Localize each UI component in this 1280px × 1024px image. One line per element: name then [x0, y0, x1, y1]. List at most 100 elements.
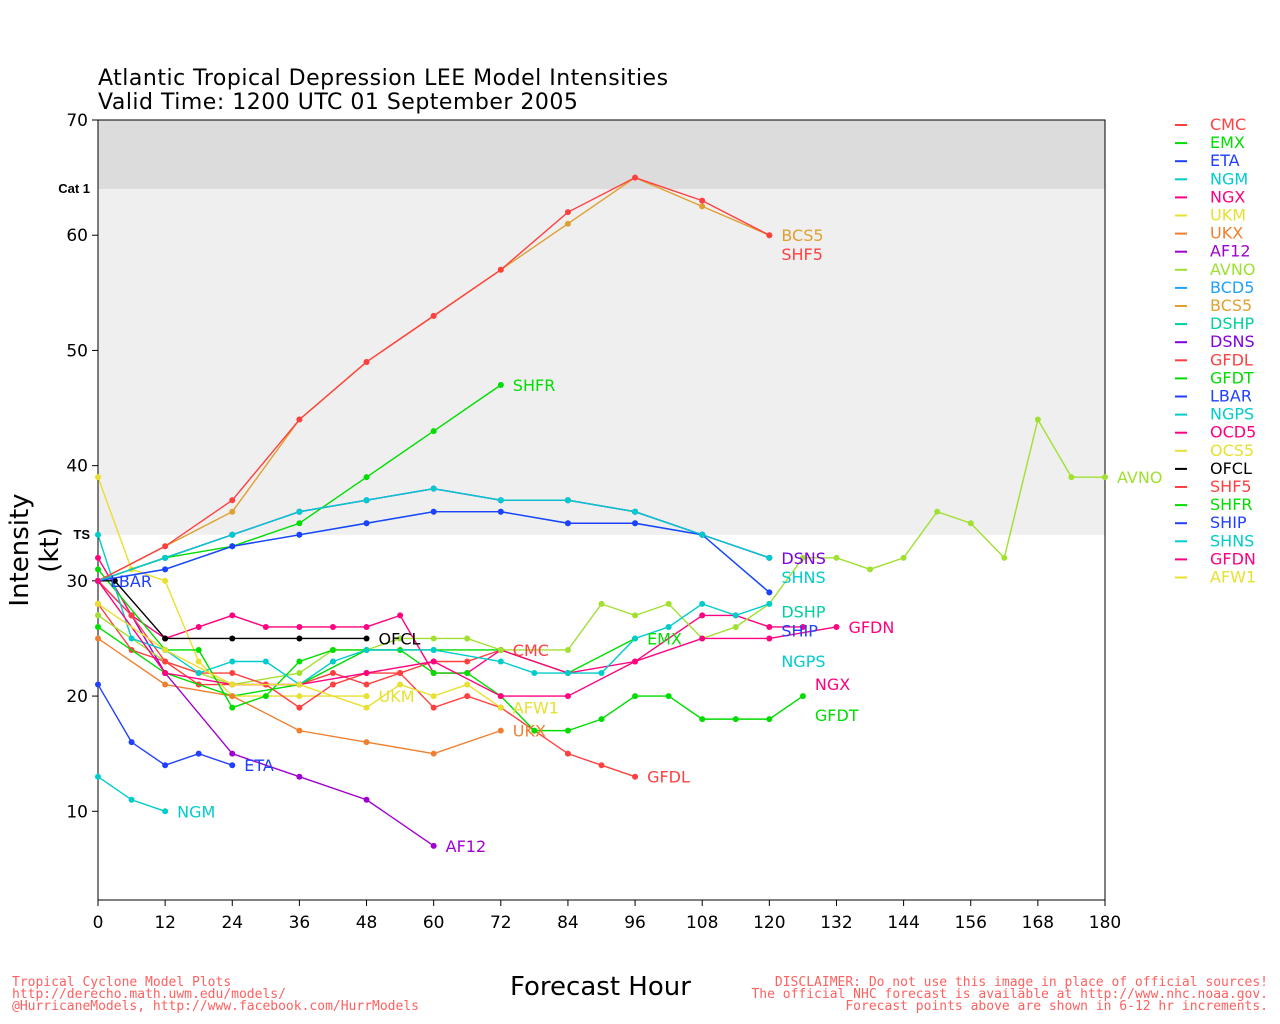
data-point-ngps: [430, 646, 437, 653]
data-point-shns: [430, 485, 437, 492]
data-point-gfdt: [564, 727, 571, 734]
data-point-ngps: [531, 670, 538, 677]
data-point-ngm: [128, 796, 135, 803]
data-point-afw1: [296, 681, 303, 688]
series-end-label: DSNS: [781, 549, 826, 568]
data-point-avno: [430, 635, 437, 642]
disclaimer-line: Forecast points above are shown in 6-12 …: [845, 999, 1268, 1014]
legend-entry: AF12: [1210, 242, 1251, 261]
data-point-shf5: [296, 416, 303, 423]
data-point-avno: [867, 566, 874, 573]
data-point-gfdn: [632, 658, 639, 665]
legend-entry: SHIP: [1210, 513, 1247, 532]
series-end-label: EMX: [647, 629, 682, 648]
chart-title: Atlantic Tropical Depression LEE Model I…: [98, 66, 669, 91]
data-point-ngps: [95, 531, 101, 538]
data-point-ukx: [162, 681, 169, 688]
data-point-ship: [363, 520, 370, 527]
data-point-avno: [1034, 416, 1041, 423]
data-point-ngps: [732, 612, 739, 619]
data-point-gfdl: [329, 681, 336, 688]
data-point-shf5: [632, 174, 639, 181]
data-point-afw1: [497, 704, 504, 711]
disclaimer-line: The official NHC forecast is available a…: [751, 987, 1268, 1002]
data-point-ngx: [229, 612, 236, 619]
data-point-gfdn: [699, 635, 706, 642]
data-point-ship: [564, 520, 571, 527]
data-point-af12: [229, 750, 236, 757]
series-line-gfdn: [97, 580, 837, 697]
data-point-gfdt: [665, 693, 672, 700]
y-tick-label: 50: [66, 341, 88, 361]
legend-entry: BCS5: [1210, 296, 1252, 315]
data-point-gfdn: [95, 577, 101, 584]
data-point-gfdt: [262, 693, 269, 700]
data-point-ngps: [632, 635, 639, 642]
data-point-avno: [464, 635, 471, 642]
data-point-ship: [430, 508, 437, 515]
data-point-avno: [632, 612, 639, 619]
data-point-cmc: [329, 670, 336, 677]
y-tick-label: 70: [66, 111, 88, 131]
x-tick-label: 168: [1022, 913, 1054, 933]
data-point-avno: [833, 554, 840, 561]
data-point-cmc: [363, 681, 370, 688]
data-point-eta: [95, 681, 101, 688]
legend-entry: SHFR: [1210, 495, 1253, 514]
x-tick-label: 0: [93, 913, 104, 933]
data-point-gfdl: [464, 693, 471, 700]
series-end-label: SHFR: [513, 376, 556, 395]
data-point-bcs5: [229, 508, 236, 515]
data-point-shfr: [363, 474, 370, 481]
series-line-ngx: [97, 557, 803, 674]
series-end-label: SHIP: [781, 621, 818, 640]
series-end-label: UKX: [513, 722, 546, 741]
footer-left-line: @HurricaneModels, http://www.facebook.co…: [12, 999, 419, 1014]
y-tick-label: 40: [66, 457, 88, 477]
data-point-eta: [128, 739, 135, 746]
data-point-af12: [363, 796, 370, 803]
data-point-shf5: [766, 232, 773, 239]
data-point-gfdl: [598, 762, 605, 769]
legend-entry: SHF5: [1210, 477, 1252, 496]
legend-entry: OCS5: [1210, 441, 1254, 460]
data-point-bcs5: [699, 203, 706, 210]
data-point-avno: [799, 554, 806, 561]
data-point-ukm: [296, 693, 303, 700]
data-point-gfdt: [296, 658, 303, 665]
legend-entry: NGPS: [1210, 405, 1254, 424]
y-tick-label: 10: [66, 802, 88, 822]
data-point-ukx: [95, 635, 101, 642]
legend-entry: DSNS: [1210, 332, 1255, 351]
series-end-label: UKM: [379, 687, 415, 706]
data-point-gfdl: [128, 612, 135, 619]
legend-entry: GFDL: [1210, 350, 1253, 369]
intensity-band: [98, 120, 1105, 190]
intensity-band: [98, 189, 1105, 535]
data-point-ukm: [195, 658, 202, 665]
data-point-ukx: [497, 727, 504, 734]
legend-entry: EMX: [1210, 133, 1245, 152]
data-point-shf5: [430, 312, 437, 319]
data-point-gfdn: [564, 693, 571, 700]
data-point-shns: [632, 508, 639, 515]
data-point-ngm: [95, 773, 101, 780]
data-point-avno: [732, 623, 739, 630]
data-point-gfdt: [464, 670, 471, 677]
data-point-shf5: [699, 197, 706, 204]
data-point-gfdt: [229, 704, 236, 711]
data-point-shf5: [564, 209, 571, 216]
data-point-ngx: [262, 623, 269, 630]
x-tick-label: 96: [624, 913, 646, 933]
band-label: TS: [73, 527, 90, 542]
data-point-ship: [766, 589, 773, 596]
x-tick-label: 36: [289, 913, 311, 933]
data-point-shf5: [497, 266, 504, 273]
legend-entry: GFDN: [1210, 549, 1256, 568]
x-tick-label: 60: [423, 913, 445, 933]
data-point-ngx: [329, 623, 336, 630]
footer-left-line: http://derecho.math.uwm.edu/models/: [12, 987, 286, 1002]
data-point-avno: [900, 554, 907, 561]
data-point-afw1: [229, 681, 236, 688]
data-point-ngps: [329, 658, 336, 665]
